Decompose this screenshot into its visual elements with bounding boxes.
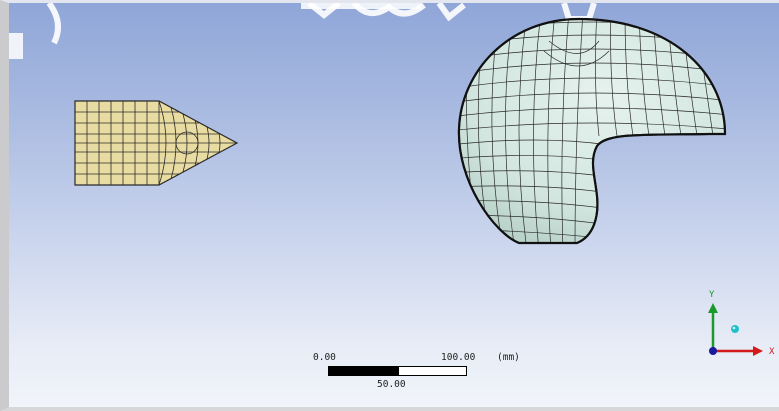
x-axis-arrow-icon: [753, 346, 763, 356]
scale-end-label: 100.00: [441, 352, 476, 363]
axis-triad[interactable]: Y X: [689, 285, 779, 370]
y-axis-label: Y: [709, 290, 715, 300]
projectile-mesh-lines: [75, 101, 237, 185]
isometric-view-ball-icon[interactable]: [731, 325, 739, 333]
z-axis-origin-icon: [709, 347, 717, 355]
y-axis-arrow-icon: [708, 303, 718, 313]
target-outline: [457, 17, 727, 245]
target-mesh[interactable]: [449, 11, 749, 251]
graphics-viewport[interactable]: 0.00 100.00 (mm) 50.00 Y X: [9, 3, 779, 407]
scale-bar: [328, 366, 467, 376]
scale-unit-label: (mm): [497, 352, 520, 363]
scale-mid-label: 50.00: [377, 379, 406, 390]
x-axis-label: X: [769, 347, 775, 357]
projectile-mesh[interactable]: [69, 93, 329, 213]
scale-start-label: 0.00: [313, 352, 336, 363]
scale-bar-black-segment: [329, 367, 399, 375]
